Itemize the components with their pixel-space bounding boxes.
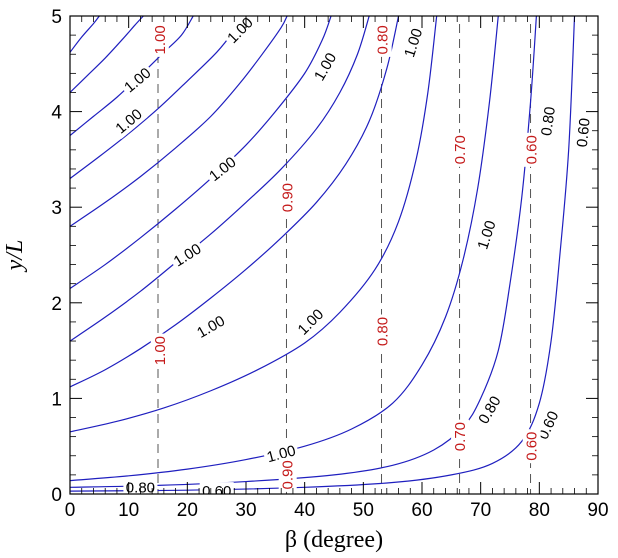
contour-label-backdrop [221,16,259,49]
contour-line-1 [70,16,100,53]
contour-label-text: 0.90 [280,183,297,212]
plot-frame [69,15,599,495]
y-tick-label: 4 [51,103,62,124]
contour-label-text: 0.60 [574,117,594,148]
contour-label-25: 0.70 [451,419,470,454]
contour-label-21: 0.60 [522,132,541,167]
contour-label-text: 1.00 [152,336,169,365]
x-tick-label: 60 [411,500,432,521]
contour-label-backdrop [572,114,595,151]
y-tick-label: 1 [51,389,62,410]
contour-label-backdrop [191,310,231,343]
y-tick-label: 3 [51,198,62,219]
x-axis-title: β (degree) [285,527,383,553]
contour-label-16: 0.80 [123,478,158,496]
contour-label-22: 0.90 [278,180,297,215]
contour-line-12 [70,16,576,492]
contour-label-24: 0.80 [373,314,392,349]
contour-label-backdrop [473,390,506,430]
y-tick-label: 2 [51,294,62,315]
contour-label-backdrop [123,478,158,494]
y-tick-label: 0 [51,485,62,506]
contour-label-23: 1.00 [150,333,169,368]
x-tick-label: 0 [65,500,76,521]
contour-label-19: 0.80 [373,22,392,57]
contour-line-8 [70,16,400,388]
contour-label-26: 0.60 [522,429,541,464]
contour-label-backdrop [451,132,470,167]
contour-label-12: 0.80 [536,103,560,140]
x-tick-label: 80 [529,500,550,521]
x-tick-label: 20 [177,500,198,521]
contour-label-text: 0.60 [524,135,541,164]
contour-label-text: 1.00 [152,25,169,54]
contour-line-5 [70,16,288,227]
contour-label-text: 0.80 [375,317,392,346]
contour-label-13: 0.60 [572,114,595,151]
contour-label-20: 0.70 [451,132,470,167]
contour-label-text: 0.80 [375,25,392,54]
contour-label-backdrop [168,238,207,272]
y-tick-label: 5 [51,7,62,28]
contour-label-18: 1.00 [150,22,169,57]
x-tick-label: 90 [587,500,608,521]
contour-line-2 [70,16,144,93]
contour-label-backdrop [373,314,392,349]
contour-label-text: 0.90 [280,460,297,489]
contour-label-backdrop [199,482,234,494]
contour-line-10 [70,16,499,482]
contour-label-text: 0.60 [202,483,231,500]
contour-line-7 [70,16,370,342]
y-axis-title: y/L [2,240,28,273]
x-tick-label: 10 [118,500,139,521]
contour-label-27: 0.90 [278,457,297,492]
x-tick-label: 40 [294,500,315,521]
contour-label-backdrop [308,47,342,86]
contour-label-backdrop [373,22,392,57]
contour-label-backdrop [150,22,169,57]
contour-label-text: 0.80 [126,479,155,496]
contour-label-backdrop [109,103,148,140]
contour-label-17: 0.60 [199,482,234,500]
contour-label-backdrop [150,333,169,368]
contour-label-backdrop [536,103,560,140]
contour-label-backdrop [278,457,297,492]
contour-label-text: 0.80 [538,106,559,137]
contour-label-backdrop [522,429,541,464]
contour-label-backdrop [118,62,157,98]
contour-label-text: 0.60 [524,432,541,461]
contour-label-backdrop [292,303,329,341]
contour-label-backdrop [451,419,470,454]
x-tick-label: 50 [353,500,374,521]
x-tick-label: 30 [235,500,256,521]
x-tick-label: 70 [470,500,491,521]
contour-label-backdrop [399,23,428,62]
contour-label-text: 0.70 [452,422,469,451]
contour-label-backdrop [278,180,297,215]
contour-label-text: 0.70 [452,135,469,164]
contour-label-backdrop [472,215,501,254]
contour-line-9 [70,16,438,433]
contour-label-backdrop [522,132,541,167]
contour-label-backdrop [203,151,242,187]
